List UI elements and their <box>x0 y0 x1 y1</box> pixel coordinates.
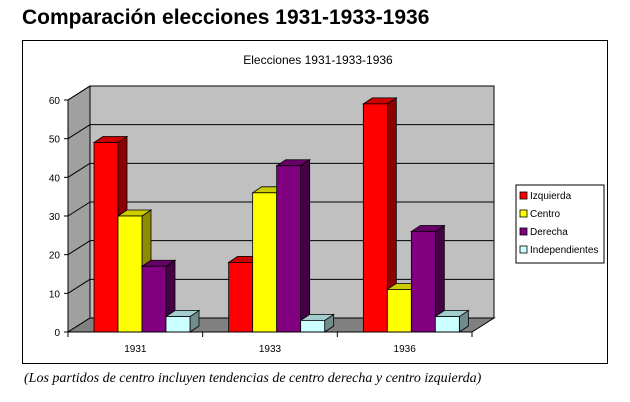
legend-swatch <box>519 245 528 254</box>
bar-izquierda <box>93 142 119 333</box>
x-tick-label: 1933 <box>259 344 282 355</box>
y-tick-label: 30 <box>49 212 61 223</box>
bar-derecha <box>410 231 436 333</box>
bar-centro <box>386 289 412 333</box>
gridline-side <box>67 240 91 256</box>
legend-swatch <box>519 227 528 236</box>
legend-label: Independientes <box>530 245 598 256</box>
x-tick-label: 1931 <box>124 344 147 355</box>
bar-side <box>300 158 311 333</box>
y-tick-label: 20 <box>49 251 61 262</box>
legend-label: Centro <box>530 209 560 220</box>
bar-independientes <box>300 319 326 333</box>
gridline-side <box>67 85 91 101</box>
bar-independientes <box>434 316 460 333</box>
footnote-caption: (Los partidos de centro incluyen tendenc… <box>24 371 482 386</box>
legend-swatch <box>519 209 528 218</box>
y-tick-label: 0 <box>54 328 60 339</box>
bar-centro <box>252 192 278 333</box>
page-title: Comparación elecciones 1931-1933-1936 <box>22 6 430 29</box>
y-tick-label: 50 <box>49 135 61 146</box>
y-tick-label: 60 <box>49 96 61 107</box>
y-tick-label: 40 <box>49 173 61 184</box>
legend-label: Izquierda <box>530 191 572 202</box>
legend-label: Derecha <box>530 227 568 238</box>
gridline-side <box>67 124 91 140</box>
x-tick-label: 1936 <box>394 344 417 355</box>
chart-title: Elecciones 1931-1933-1936 <box>243 53 393 67</box>
gridline-side <box>67 201 91 217</box>
legend-box <box>515 184 605 264</box>
legend-swatch <box>519 191 528 200</box>
gridline-side <box>67 278 91 294</box>
bar-izquierda <box>362 103 388 333</box>
bar-independientes <box>165 316 191 333</box>
bar-derecha <box>276 165 302 333</box>
bar-izquierda <box>228 261 254 333</box>
bar-derecha <box>141 265 167 333</box>
gridline-side <box>67 162 91 178</box>
y-tick-label: 10 <box>49 289 61 300</box>
bar-centro <box>117 215 143 333</box>
